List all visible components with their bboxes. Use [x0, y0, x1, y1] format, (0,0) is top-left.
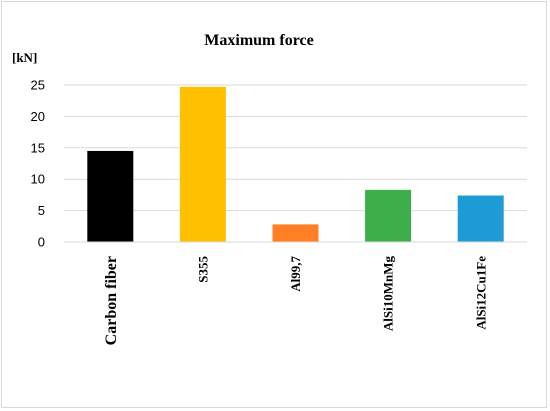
y-tick-label: 0 [38, 235, 45, 250]
x-tick-label: AlSi10MnMg [381, 256, 396, 332]
y-tick-label: 25 [31, 78, 45, 93]
y-tick-label: 15 [31, 140, 45, 155]
y-tick-label: 5 [38, 203, 45, 218]
x-tick-label: Al99,7 [288, 256, 303, 292]
bar [457, 195, 504, 242]
x-tick-label: S355 [195, 256, 210, 283]
bar [179, 86, 226, 242]
y-tick-label: 20 [31, 109, 45, 124]
gridlines [64, 84, 527, 212]
bar [87, 150, 134, 242]
y-axis-ticks: 0 5 10 15 20 25 [31, 78, 45, 250]
y-tick-label: 10 [31, 172, 45, 187]
chart-title: Maximum force [204, 32, 313, 49]
x-axis-ticks: Carbon fiber S355 Al99,7 AlSi10MnMg AlSi12Cu… [103, 256, 488, 346]
bars [87, 86, 504, 242]
x-tick-label: Carbon fiber [103, 256, 120, 345]
y-axis-unit-label: [kN] [12, 50, 37, 65]
bar [365, 189, 412, 242]
x-tick-label: AlSi12Cu1Fe [473, 256, 488, 330]
bar [272, 224, 319, 242]
